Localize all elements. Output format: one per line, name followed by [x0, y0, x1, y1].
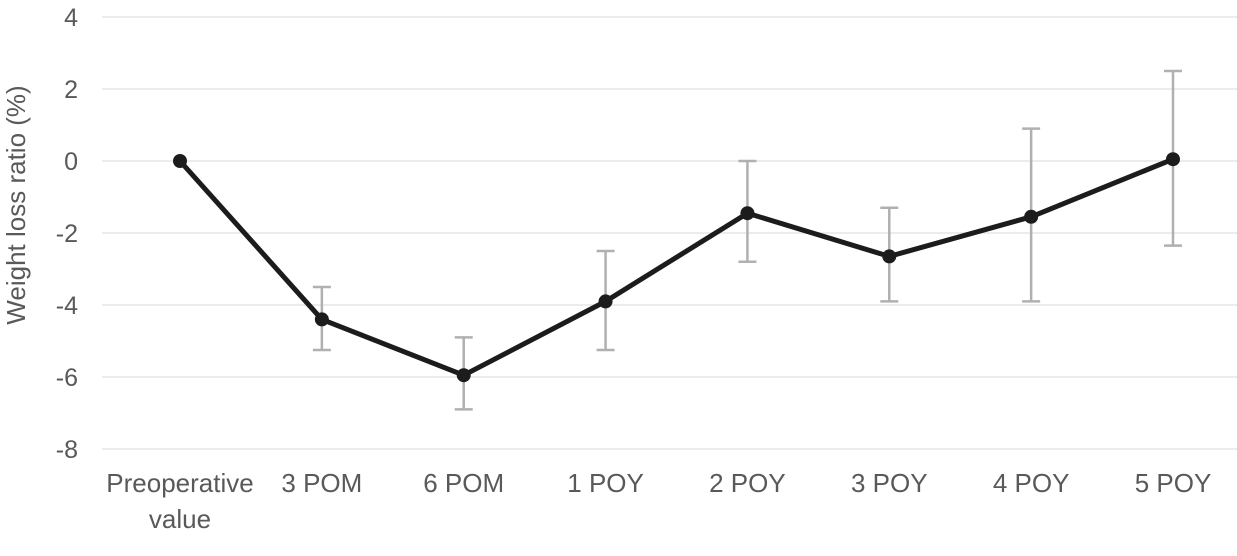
data-point — [740, 206, 755, 221]
y-tick-label: -8 — [56, 436, 78, 464]
x-tick-label: 6 POM — [423, 468, 504, 498]
x-tick-label: 3 POY — [851, 468, 928, 498]
data-point — [314, 312, 329, 327]
data-point — [598, 294, 613, 309]
y-tick-labels: 4 2 0 -2 -4 -6 -8 — [56, 4, 78, 464]
x-tick-labels: Preoperative value 3 POM 6 POM 1 POY 2 POY 3 P… — [106, 468, 1211, 534]
error-bars — [312, 69, 1182, 411]
data-point — [1024, 209, 1039, 224]
y-tick-label: 2 — [64, 76, 78, 104]
data-line — [177, 156, 1176, 378]
x-tick-label: 2 POY — [709, 468, 786, 498]
y-tick-label: 4 — [64, 4, 78, 32]
y-tick-label: -4 — [56, 292, 78, 320]
x-tick-label: 1 POY — [567, 468, 644, 498]
x-tick-label: 4 POY — [993, 468, 1070, 498]
y-tick-label: -6 — [56, 364, 78, 392]
gridlines — [102, 16, 1237, 450]
x-tick-label: 5 POY — [1135, 468, 1212, 498]
data-points — [173, 152, 1180, 383]
data-point — [173, 154, 187, 168]
x-tick-label: 3 POM — [281, 468, 362, 498]
data-point — [1166, 152, 1180, 167]
data-point — [456, 368, 471, 383]
y-axis-title: Weight loss ratio (%) — [1, 85, 31, 324]
data-point — [882, 249, 897, 264]
y-tick-label: -2 — [56, 220, 78, 248]
y-tick-label: 0 — [64, 148, 78, 176]
x-tick-label: Preoperative value — [106, 468, 253, 534]
